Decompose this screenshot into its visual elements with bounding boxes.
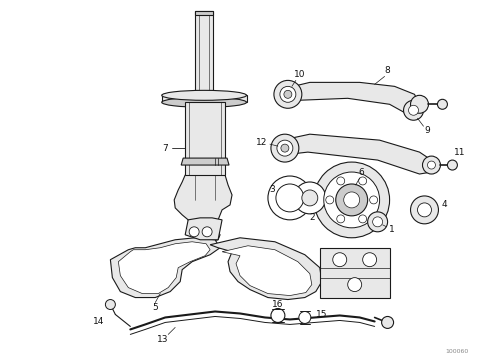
Text: 7: 7	[162, 144, 168, 153]
Circle shape	[363, 253, 377, 267]
Polygon shape	[195, 11, 213, 95]
Circle shape	[324, 172, 380, 228]
Circle shape	[274, 80, 302, 108]
Circle shape	[281, 144, 289, 152]
Text: 13: 13	[156, 335, 168, 344]
Polygon shape	[181, 158, 229, 165]
Circle shape	[369, 196, 378, 204]
Circle shape	[359, 177, 367, 185]
Circle shape	[422, 156, 441, 174]
Circle shape	[348, 278, 362, 292]
Text: 12: 12	[256, 138, 268, 147]
Circle shape	[189, 227, 199, 237]
Circle shape	[314, 162, 390, 238]
Circle shape	[372, 217, 383, 227]
Text: 100060: 100060	[446, 349, 469, 354]
Circle shape	[284, 90, 292, 98]
Circle shape	[294, 182, 326, 214]
Circle shape	[271, 134, 299, 162]
Circle shape	[359, 215, 367, 223]
Text: 3: 3	[269, 185, 275, 194]
Circle shape	[368, 212, 388, 232]
Polygon shape	[185, 102, 225, 175]
Circle shape	[411, 95, 428, 113]
Ellipse shape	[162, 90, 246, 100]
Text: 1: 1	[389, 225, 394, 234]
Polygon shape	[210, 238, 322, 300]
Circle shape	[427, 161, 436, 169]
Circle shape	[438, 99, 447, 109]
Text: 9: 9	[425, 126, 430, 135]
Text: 5: 5	[152, 303, 158, 312]
Polygon shape	[282, 134, 435, 174]
Circle shape	[409, 105, 418, 115]
Circle shape	[326, 196, 334, 204]
Polygon shape	[195, 11, 213, 15]
Circle shape	[333, 253, 347, 267]
Polygon shape	[162, 95, 247, 102]
Text: 6: 6	[359, 167, 365, 176]
Polygon shape	[185, 218, 222, 240]
Circle shape	[276, 184, 304, 212]
Polygon shape	[174, 175, 232, 242]
Polygon shape	[282, 82, 419, 114]
Circle shape	[411, 196, 439, 224]
Text: 8: 8	[385, 66, 391, 75]
Text: 2: 2	[309, 213, 315, 222]
Circle shape	[337, 215, 345, 223]
Polygon shape	[222, 246, 312, 296]
Text: 15: 15	[316, 310, 327, 319]
Circle shape	[202, 227, 212, 237]
Polygon shape	[119, 242, 210, 293]
Polygon shape	[110, 238, 220, 298]
Circle shape	[302, 190, 318, 206]
Circle shape	[268, 176, 312, 220]
Circle shape	[337, 177, 345, 185]
Circle shape	[299, 311, 311, 323]
Text: 11: 11	[454, 148, 465, 157]
Circle shape	[404, 100, 423, 120]
Circle shape	[343, 192, 360, 208]
Polygon shape	[320, 248, 390, 298]
Text: 10: 10	[294, 70, 306, 79]
Text: 16: 16	[272, 300, 284, 309]
Ellipse shape	[162, 97, 246, 107]
Circle shape	[382, 316, 393, 328]
Circle shape	[336, 184, 368, 216]
Circle shape	[417, 203, 432, 217]
Text: 4: 4	[441, 201, 447, 210]
Circle shape	[277, 140, 293, 156]
Circle shape	[447, 160, 457, 170]
Text: 14: 14	[93, 317, 104, 326]
Circle shape	[105, 300, 115, 310]
Circle shape	[271, 309, 285, 323]
Circle shape	[280, 86, 296, 102]
